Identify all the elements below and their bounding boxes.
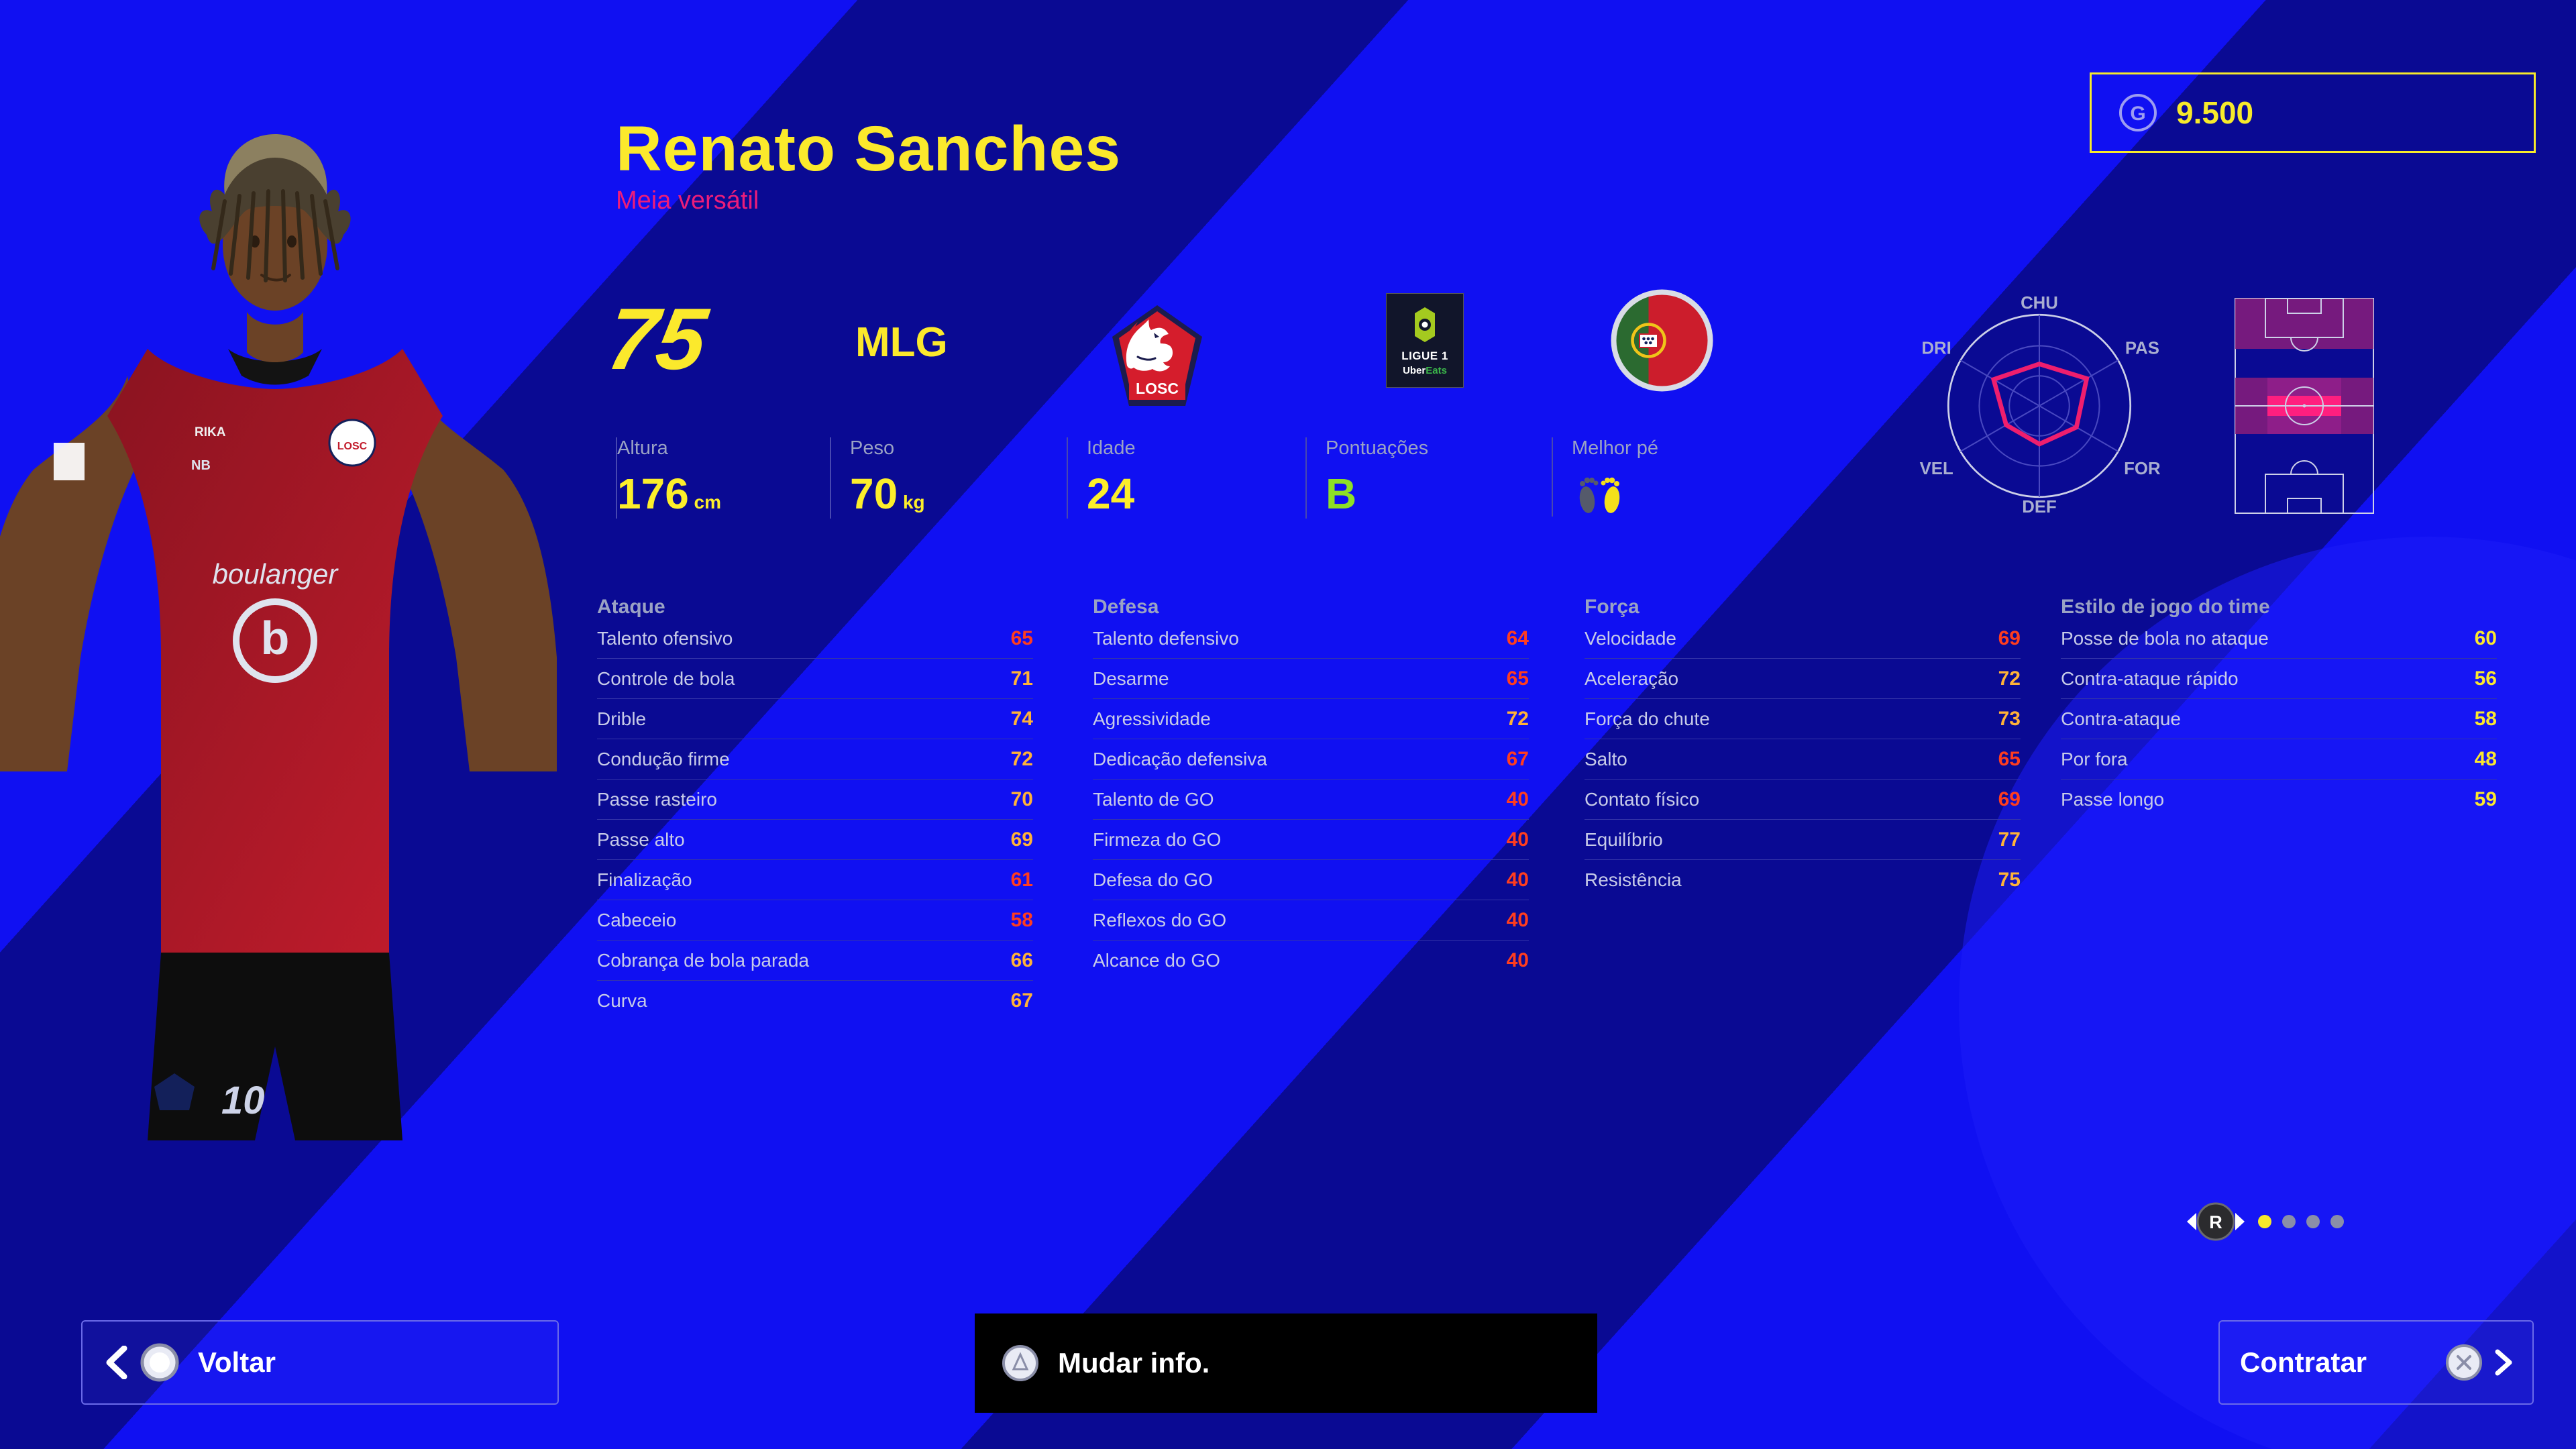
- svg-text:RIKA: RIKA: [195, 425, 226, 439]
- svg-text:DEF: DEF: [2022, 498, 2057, 517]
- svg-text:G: G: [2130, 103, 2145, 125]
- svg-text:b: b: [261, 612, 290, 664]
- svg-text:boulanger: boulanger: [213, 558, 339, 590]
- svg-text:10: 10: [221, 1079, 265, 1122]
- svg-text:LOSC: LOSC: [1136, 380, 1179, 397]
- svg-text:N︎B: N︎B: [191, 458, 211, 473]
- svg-text:FOR: FOR: [2124, 460, 2161, 478]
- svg-text:VEL: VEL: [1920, 460, 1953, 478]
- svg-text:CHU: CHU: [2021, 294, 2058, 313]
- svg-text:DRI: DRI: [1921, 339, 1951, 358]
- svg-text:R: R: [2209, 1212, 2222, 1232]
- svg-text:LOSC: LOSC: [337, 441, 368, 452]
- svg-text:PAS: PAS: [2125, 339, 2159, 358]
